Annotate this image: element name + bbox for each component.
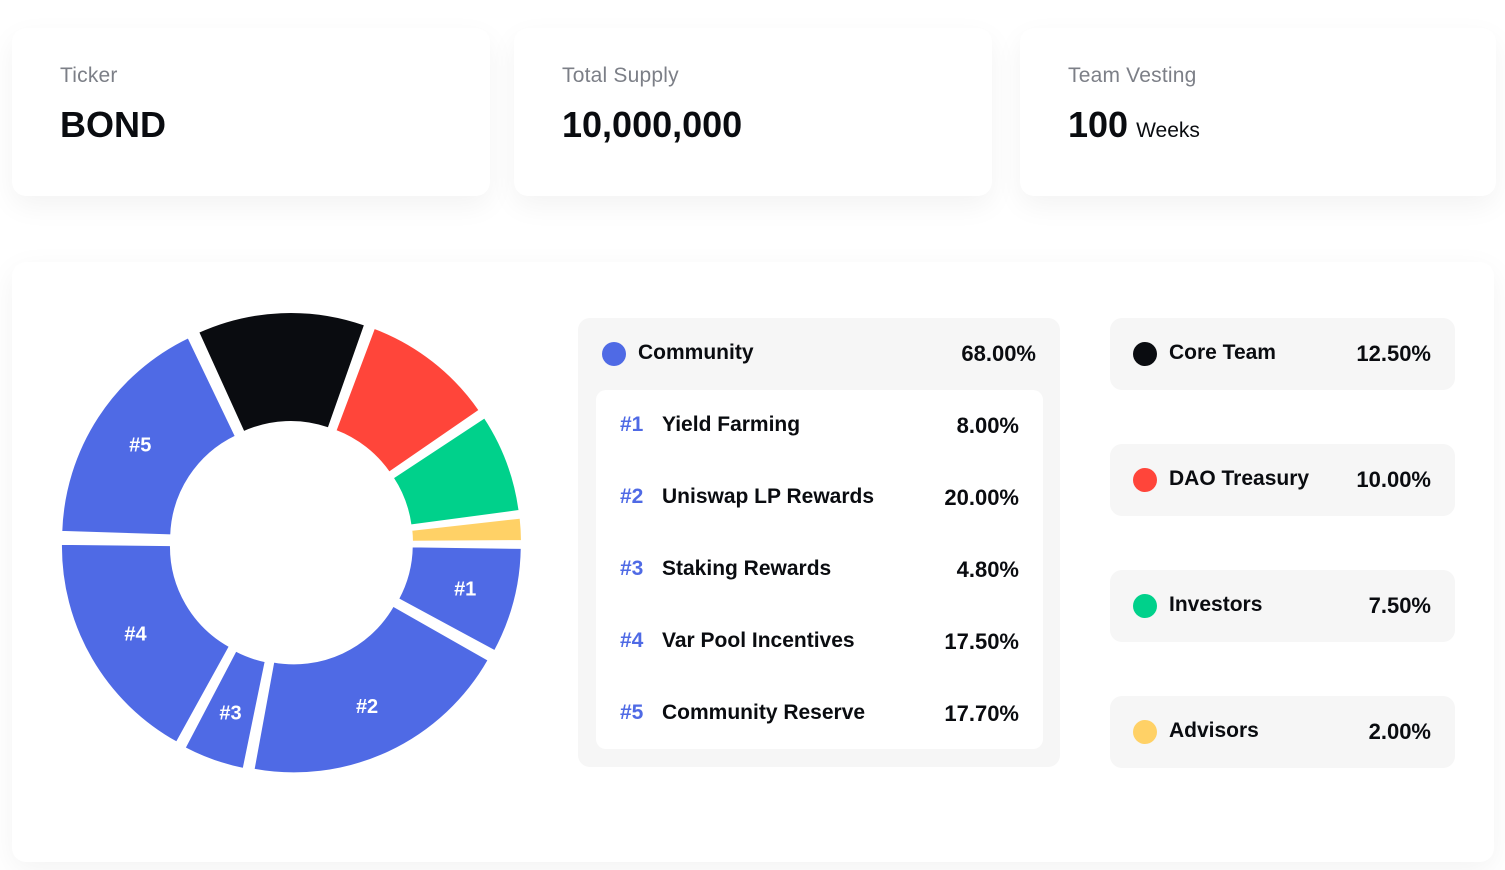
donut-slice-uniswap-lp-rewards — [252, 604, 490, 775]
community-item: #5 Community Reserve 17.70% — [596, 678, 1043, 750]
donut-slice-label: #1 — [454, 578, 476, 600]
community-item-percent: 17.50% — [944, 629, 1019, 654]
community-item-number: #1 — [620, 413, 644, 436]
community-breakdown: #1 Yield Farming 8.00% #2 Uniswap LP Rew… — [596, 390, 1043, 749]
community-item-percent: 20.00% — [944, 485, 1019, 510]
donut-slice-label: #4 — [124, 624, 147, 646]
team-vesting-value: 100 Weeks — [1068, 104, 1200, 146]
donut-slice-labels: #1 #2 #3 #4 #5 — [124, 435, 476, 725]
community-item-label: Var Pool Incentives — [662, 629, 855, 652]
donut-slice-label: #3 — [219, 703, 241, 725]
community-percent: 68.00% — [961, 341, 1036, 366]
donut-slices — [59, 311, 523, 775]
allocation-percent: 7.50% — [1368, 593, 1431, 618]
community-item-percent: 8.00% — [956, 413, 1019, 438]
allocation-investors: Investors 7.50% — [1110, 570, 1455, 642]
donut-slice-core-team — [197, 311, 367, 434]
donut-slice-community-reserve — [60, 336, 237, 537]
community-item: #3 Staking Rewards 4.80% — [596, 534, 1043, 606]
allocation-advisors: Advisors 2.00% — [1110, 696, 1455, 768]
total-supply-label: Total Supply — [562, 64, 679, 87]
community-item-number: #2 — [620, 485, 644, 508]
community-item-percent: 4.80% — [956, 557, 1019, 582]
community-item-number: #4 — [620, 629, 644, 652]
allocation-dao-treasury: DAO Treasury 10.00% — [1110, 444, 1455, 516]
community-item-label: Staking Rewards — [662, 557, 832, 580]
donut-slice-var-pool-incentives — [59, 542, 231, 744]
donut-slice-staking-rewards — [183, 649, 267, 771]
community-item-percent: 17.70% — [944, 701, 1019, 726]
community-item-label: Community Reserve — [662, 701, 866, 724]
total-supply-card: Total Supply 10,000,000 — [514, 28, 992, 196]
allocation-label: Advisors — [1169, 719, 1259, 742]
investors-color-dot — [1133, 594, 1157, 618]
ticker-label: Ticker — [60, 64, 118, 87]
community-item-number: #3 — [620, 557, 644, 580]
community-item: #2 Uniswap LP Rewards 20.00% — [596, 462, 1043, 534]
allocation-core-team: Core Team 12.50% — [1110, 318, 1455, 390]
donut-slice-investors — [391, 416, 521, 527]
community-panel: Community 68.00% #1 Yield Farming 8.00% … — [578, 318, 1060, 767]
community-label: Community — [638, 341, 754, 364]
donut-slice-dao-treasury — [334, 326, 481, 474]
community-item-label: Yield Farming — [662, 413, 801, 436]
dao-treasury-color-dot — [1133, 468, 1157, 492]
allocation-percent: 12.50% — [1356, 341, 1431, 366]
community-item-number: #5 — [620, 701, 644, 724]
total-supply-value: 10,000,000 — [562, 104, 743, 145]
allocation-percent: 2.00% — [1368, 719, 1431, 744]
team-vesting-card: Team Vesting 100 Weeks — [1020, 28, 1496, 196]
team-vesting-number: 100 — [1068, 104, 1129, 145]
allocation-percent: 10.00% — [1356, 467, 1431, 492]
community-color-dot — [602, 342, 626, 366]
ticker-card: Ticker BOND — [12, 28, 490, 196]
allocation-label: Core Team — [1169, 341, 1276, 364]
team-vesting-unit: Weeks — [1136, 119, 1200, 142]
community-item-label: Uniswap LP Rewards — [662, 485, 875, 508]
donut-slice-yield-farming — [397, 545, 523, 653]
allocation-label: Investors — [1169, 593, 1263, 616]
community-item: #4 Var Pool Incentives 17.50% — [596, 606, 1043, 678]
allocation-label: DAO Treasury — [1169, 467, 1310, 490]
donut-slice-label: #5 — [129, 435, 151, 457]
donut-slice-advisors — [410, 516, 523, 543]
ticker-value: BOND — [60, 104, 166, 145]
community-header: Community 68.00% — [578, 318, 1060, 390]
core-team-color-dot — [1133, 342, 1157, 366]
donut-slice-label: #2 — [356, 696, 378, 718]
community-item: #1 Yield Farming 8.00% — [596, 390, 1043, 462]
advisors-color-dot — [1133, 720, 1157, 744]
team-vesting-label: Team Vesting — [1068, 64, 1197, 87]
